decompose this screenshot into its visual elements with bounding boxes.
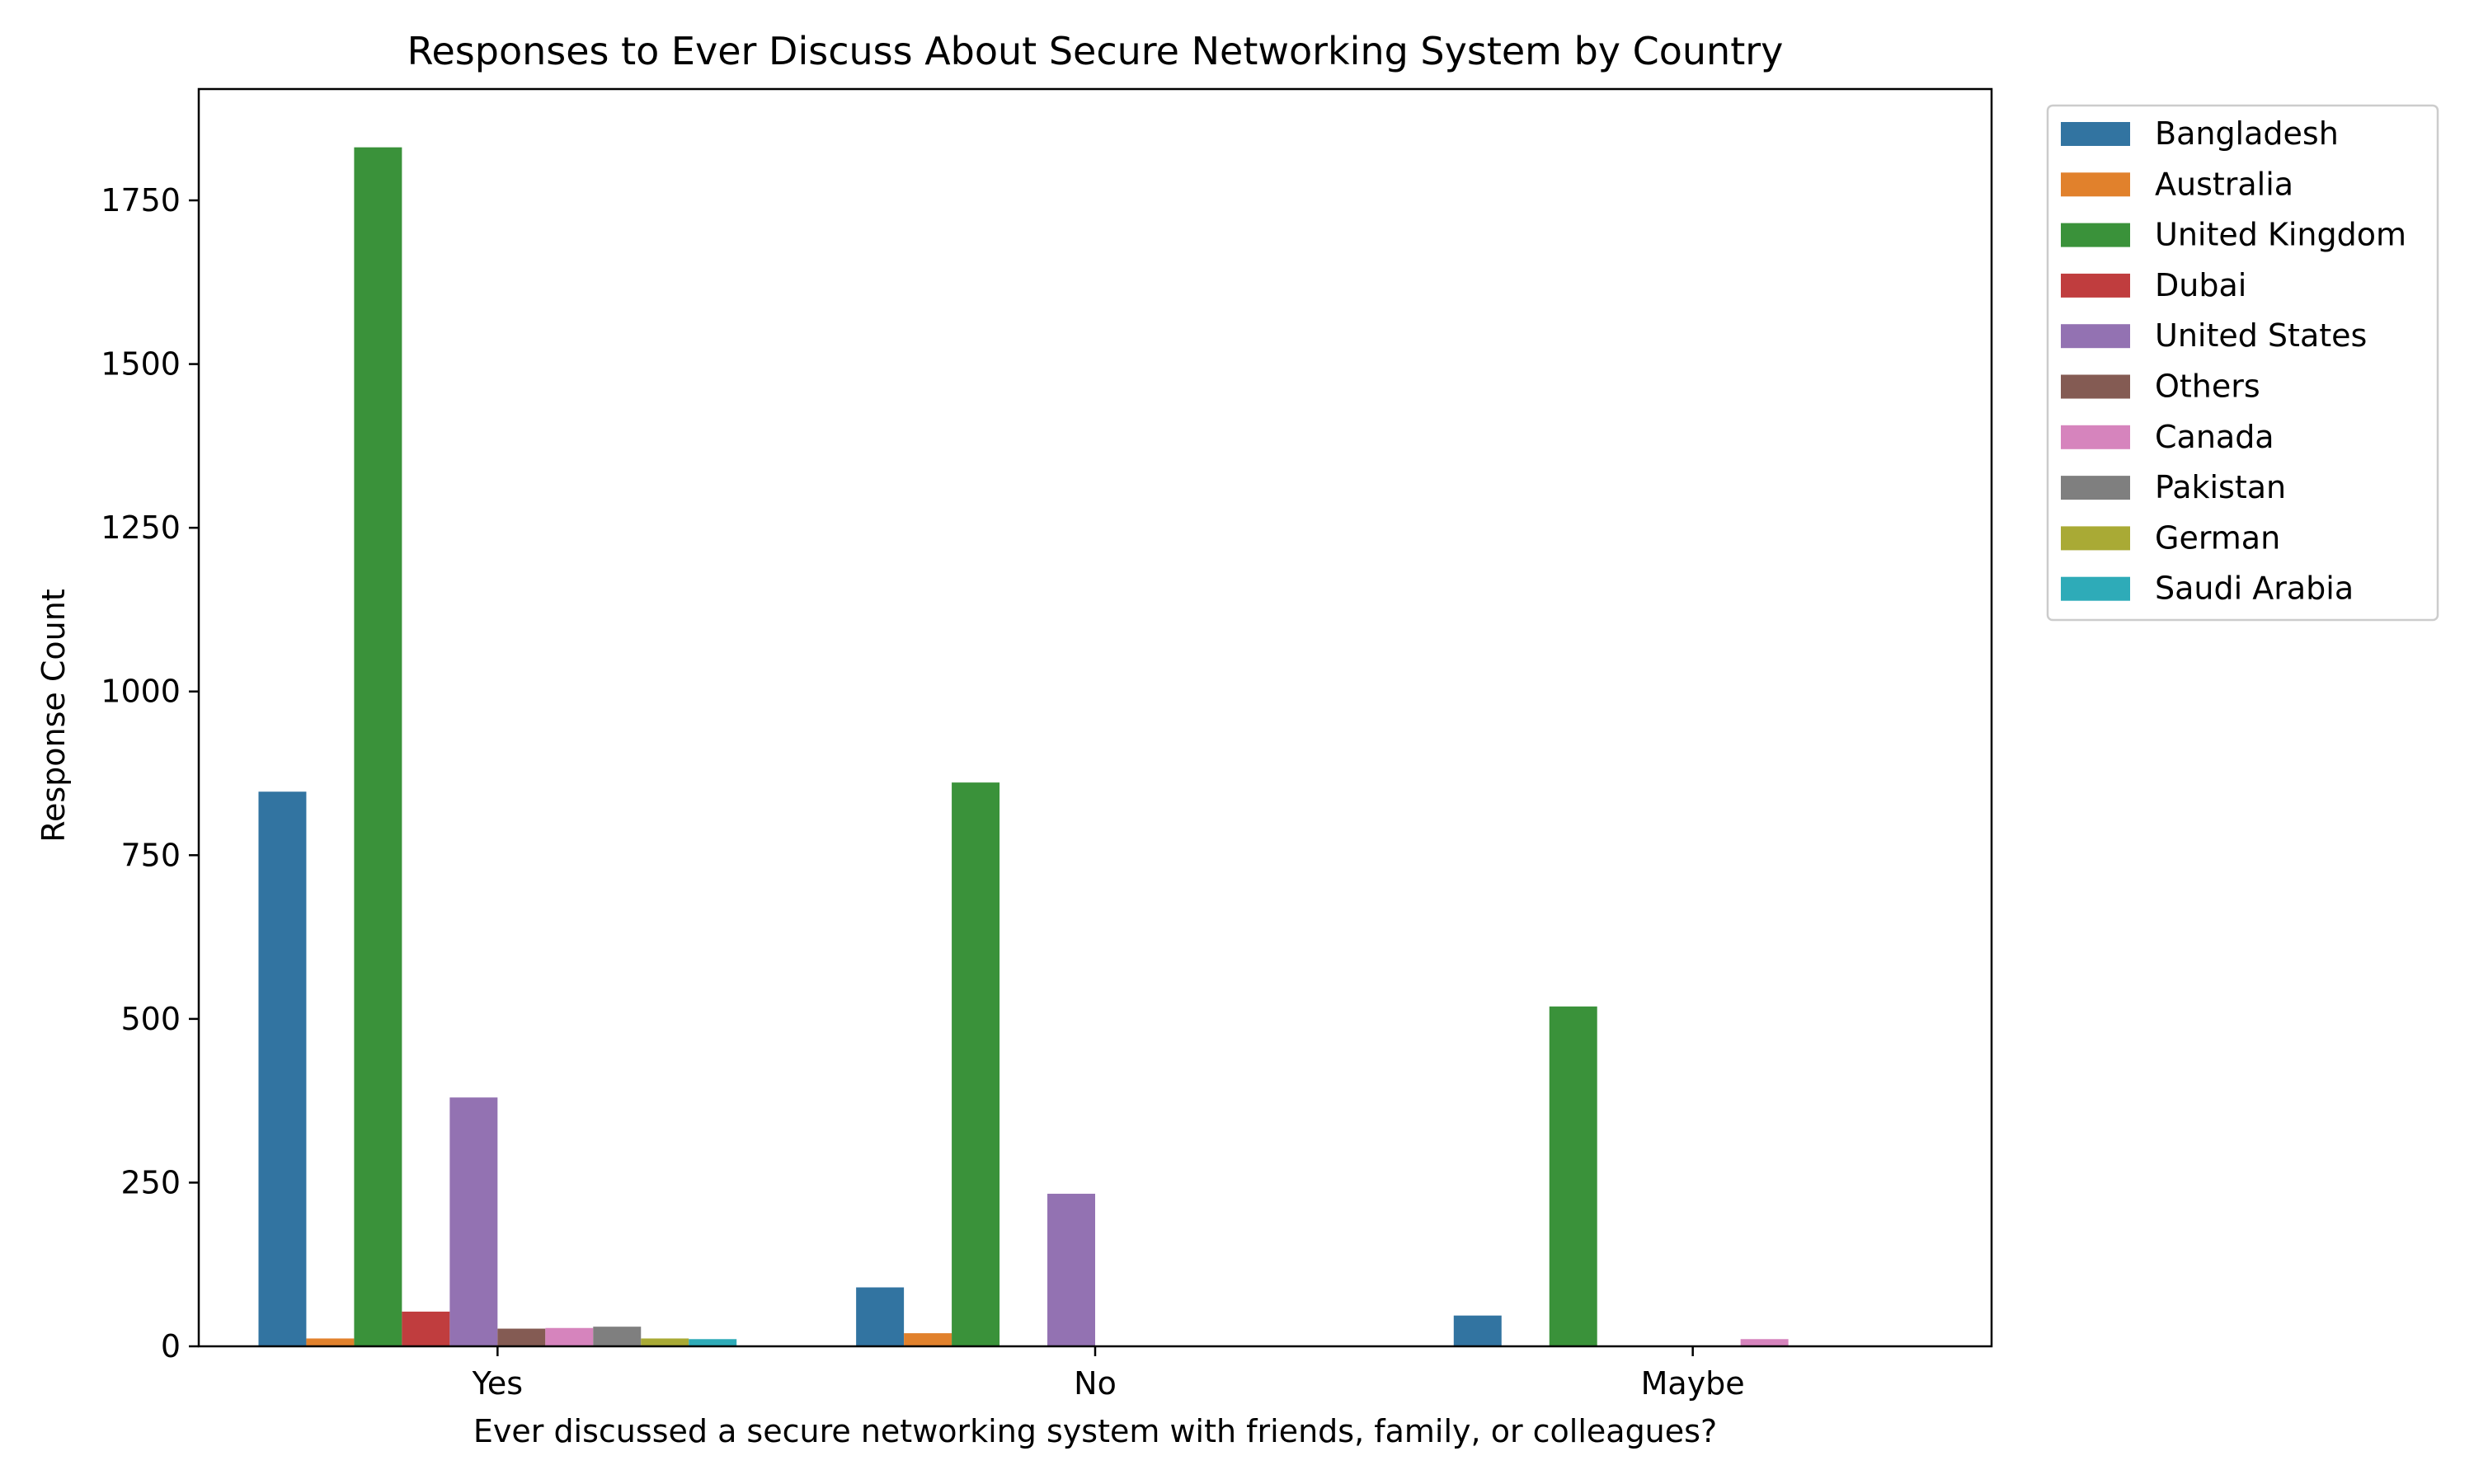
legend-label-united-states: United States	[2155, 317, 2367, 354]
legend-swatch	[2061, 223, 2130, 247]
bars-group	[258, 147, 1789, 1347]
bar-others-yes	[497, 1328, 546, 1346]
bar-united-states-no	[1047, 1193, 1095, 1346]
legend-label-others: Others	[2155, 369, 2260, 405]
y-tick-label: 750	[120, 837, 181, 873]
bar-bangladesh-yes	[258, 791, 307, 1346]
y-tick-label: 0	[161, 1328, 181, 1364]
legend-label-dubai: Dubai	[2155, 267, 2246, 303]
y-tick-label: 1000	[101, 674, 181, 710]
x-tick-label-maybe: Maybe	[1641, 1365, 1745, 1402]
legend-swatch	[2061, 374, 2130, 399]
bar-united-kingdom-yes	[354, 147, 402, 1347]
bar-saudi-arabia-yes	[689, 1339, 737, 1346]
bar-pakistan-yes	[593, 1327, 642, 1346]
x-tick-label-yes: Yes	[472, 1365, 523, 1402]
x-axis-label: Ever discussed a secure networking syste…	[473, 1413, 1717, 1449]
legend-swatch	[2061, 476, 2130, 500]
legend-swatch	[2061, 172, 2130, 197]
y-tick-label: 500	[120, 1001, 181, 1037]
legend: Bangladesh Australia United Kingdom Dubai Un…	[2046, 104, 2439, 622]
legend-label-united-kingdom: United Kingdom	[2155, 217, 2406, 253]
legend-label-australia: Australia	[2155, 166, 2293, 202]
bar-canada-maybe	[1740, 1339, 1789, 1346]
bar-united-states-yes	[449, 1097, 498, 1346]
bar-united-kingdom-no	[952, 782, 1000, 1346]
legend-swatch	[2061, 273, 2130, 298]
x-tick-label-no: No	[1074, 1365, 1117, 1402]
y-tick-label: 1750	[101, 182, 181, 218]
plot-frame	[197, 87, 1993, 1348]
bar-dubai-yes	[402, 1311, 450, 1346]
x-axis: Yes No Maybe	[472, 1346, 1745, 1402]
bar-bangladesh-maybe	[1453, 1315, 1502, 1346]
legend-label-german: German	[2155, 519, 2280, 556]
legend-swatch	[2061, 576, 2130, 601]
bar-united-kingdom-maybe	[1549, 1006, 1597, 1346]
y-axis: 0 250 500 750 1000 1250 1500 1750	[101, 182, 199, 1364]
y-tick-label: 1500	[101, 346, 181, 383]
bar-bangladesh-no	[856, 1287, 905, 1346]
bar-german-yes	[641, 1338, 689, 1346]
y-tick-label: 250	[120, 1164, 181, 1200]
legend-swatch	[2061, 324, 2130, 349]
y-axis-label: Response Count	[35, 589, 72, 842]
legend-label-saudi-arabia: Saudi Arabia	[2155, 571, 2354, 607]
legend-label-canada: Canada	[2155, 419, 2274, 455]
legend-label-bangladesh: Bangladesh	[2155, 115, 2339, 152]
bar-canada-yes	[545, 1327, 594, 1346]
legend-swatch	[2061, 122, 2130, 146]
bar-australia-yes	[306, 1338, 355, 1346]
legend-label-pakistan: Pakistan	[2155, 469, 2286, 505]
chart-title: Responses to Ever Discuss About Secure N…	[407, 29, 1784, 73]
bar-australia-no	[904, 1333, 952, 1346]
y-tick-label: 1250	[101, 510, 181, 546]
legend-swatch	[2061, 425, 2130, 449]
legend-swatch	[2061, 526, 2130, 551]
legend-box	[2046, 104, 2439, 622]
